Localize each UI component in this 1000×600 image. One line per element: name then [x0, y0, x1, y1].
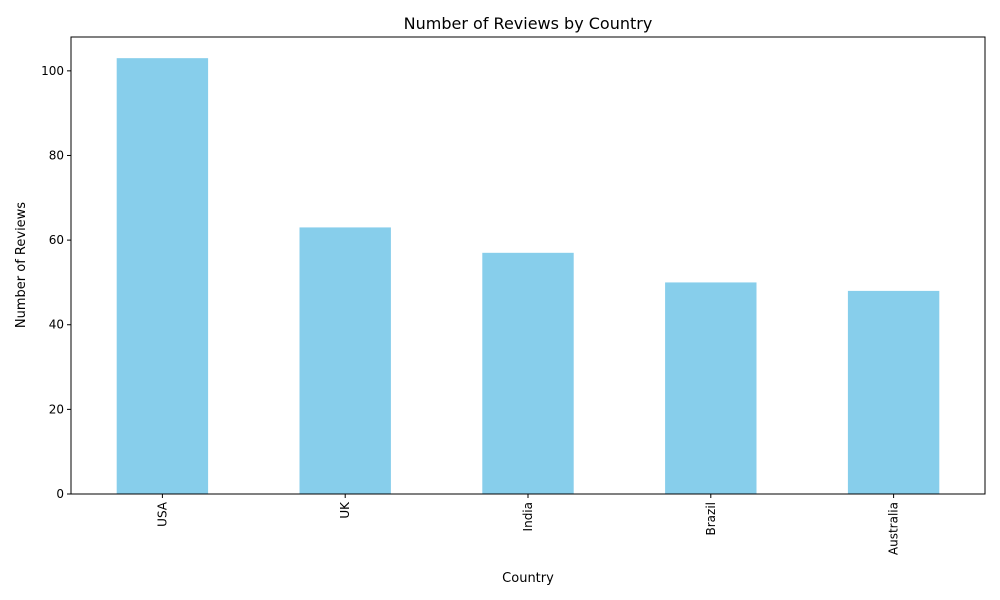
x-tick-label: India	[521, 502, 535, 531]
bar-usa	[116, 58, 209, 494]
x-ticks-group: USA UK India Brazil Australia	[155, 494, 901, 555]
y-tick-label: 60	[49, 233, 64, 247]
y-tick-label: 80	[49, 148, 64, 162]
x-tick-label: Australia	[887, 502, 901, 555]
bar-australia	[847, 290, 940, 494]
bar-india	[482, 252, 574, 494]
y-tick-label: 100	[41, 64, 64, 78]
y-ticks-group: 0 20 40 60 80 100	[41, 64, 71, 501]
x-tick-label: Brazil	[704, 502, 718, 536]
plot-frame	[70, 36, 986, 495]
bars-group	[116, 58, 940, 494]
chart-title: Number of Reviews by Country	[404, 14, 653, 33]
y-tick-label: 0	[56, 487, 64, 501]
y-axis-label: Number of Reviews	[14, 202, 29, 328]
bar-uk	[299, 227, 391, 494]
bar-brazil	[665, 282, 757, 494]
x-axis-label: Country	[502, 571, 554, 586]
y-tick-label: 20	[49, 402, 64, 416]
y-tick-label: 40	[49, 318, 64, 332]
x-tick-label: USA	[155, 501, 169, 527]
x-tick-label: UK	[338, 501, 352, 519]
